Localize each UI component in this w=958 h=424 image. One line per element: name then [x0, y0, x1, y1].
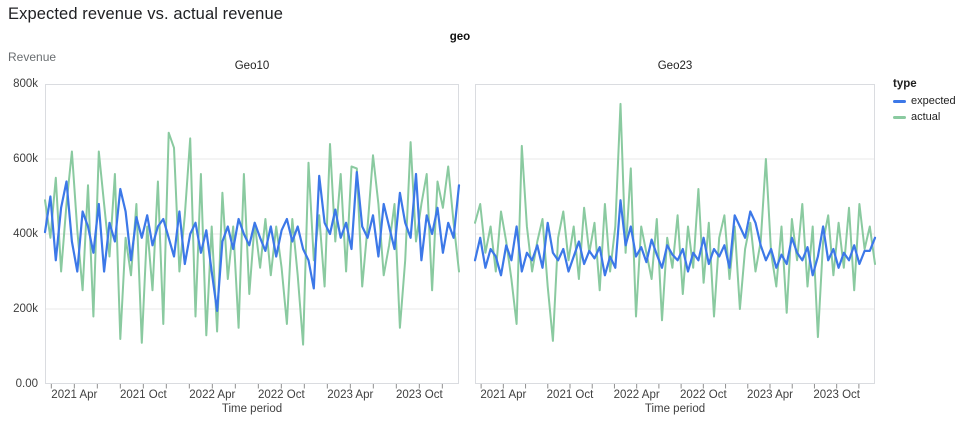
legend-title: type: [893, 78, 917, 90]
x-tick-label: 2023 Oct: [813, 389, 860, 401]
x-tick-label: 2021 Apr: [480, 389, 527, 401]
x-tick-label: 2022 Apr: [613, 389, 660, 401]
legend-item-expected[interactable]: expected: [893, 95, 957, 107]
actual-series-swatch-icon: [893, 115, 906, 119]
actual-series-line[interactable]: [474, 102, 876, 342]
x-tick-label: 2022 Apr: [189, 389, 236, 401]
facet-plot-geo10[interactable]: 2021 Apr 2021 Oct 2022 Apr 2022 Oct 2023 Apr…: [43, 84, 461, 401]
plot-border: [475, 84, 875, 384]
y-axis-title: Revenue: [8, 50, 57, 64]
expected-series-line[interactable]: [43, 170, 461, 312]
facet-plot-geo23[interactable]: 2021 Apr 2021 Oct 2022 Apr 2022 Oct 2023 Apr…: [473, 84, 877, 401]
x-tick-label: 2023 Oct: [395, 389, 443, 401]
y-tick-label: 200k: [13, 302, 38, 315]
y-tick-label: 0.00: [15, 377, 38, 390]
facet-field-label: geo: [449, 31, 471, 43]
y-tick-label: 800k: [13, 77, 38, 90]
x-tick-label: 2021 Oct: [119, 389, 167, 401]
y-tick-label: 600k: [13, 152, 38, 165]
actual-series-line[interactable]: [44, 131, 460, 346]
y-tick-label: 400k: [13, 227, 38, 240]
plot-border: [45, 84, 459, 384]
x-tick-label: 2021 Apr: [51, 389, 98, 401]
x-tick-label: 2021 Oct: [546, 389, 594, 401]
x-tick-label: 2022 Oct: [679, 389, 727, 401]
x-tick-label: 2023 Apr: [746, 389, 794, 401]
legend: type expected actual: [893, 78, 957, 123]
legend-item-label: actual: [911, 111, 941, 123]
expected-series-line[interactable]: [473, 199, 877, 277]
chart-title: Expected revenue vs. actual revenue: [8, 5, 284, 23]
x-tick-label: 2022 Oct: [257, 389, 305, 401]
expected-series-swatch-icon: [893, 99, 906, 103]
x-axis-title-right: Time period: [644, 403, 706, 415]
legend-item-actual[interactable]: actual: [893, 111, 957, 123]
x-axis-title-left: Time period: [221, 403, 283, 415]
x-tick-label: 2023 Apr: [327, 389, 374, 401]
facet-title-geo23: Geo23: [657, 60, 693, 72]
facet-title-geo10: Geo10: [234, 60, 270, 72]
y-axis-tick-labels: 800k 600k 400k 200k 0.00: [0, 78, 38, 390]
legend-item-label: expected: [911, 95, 956, 107]
